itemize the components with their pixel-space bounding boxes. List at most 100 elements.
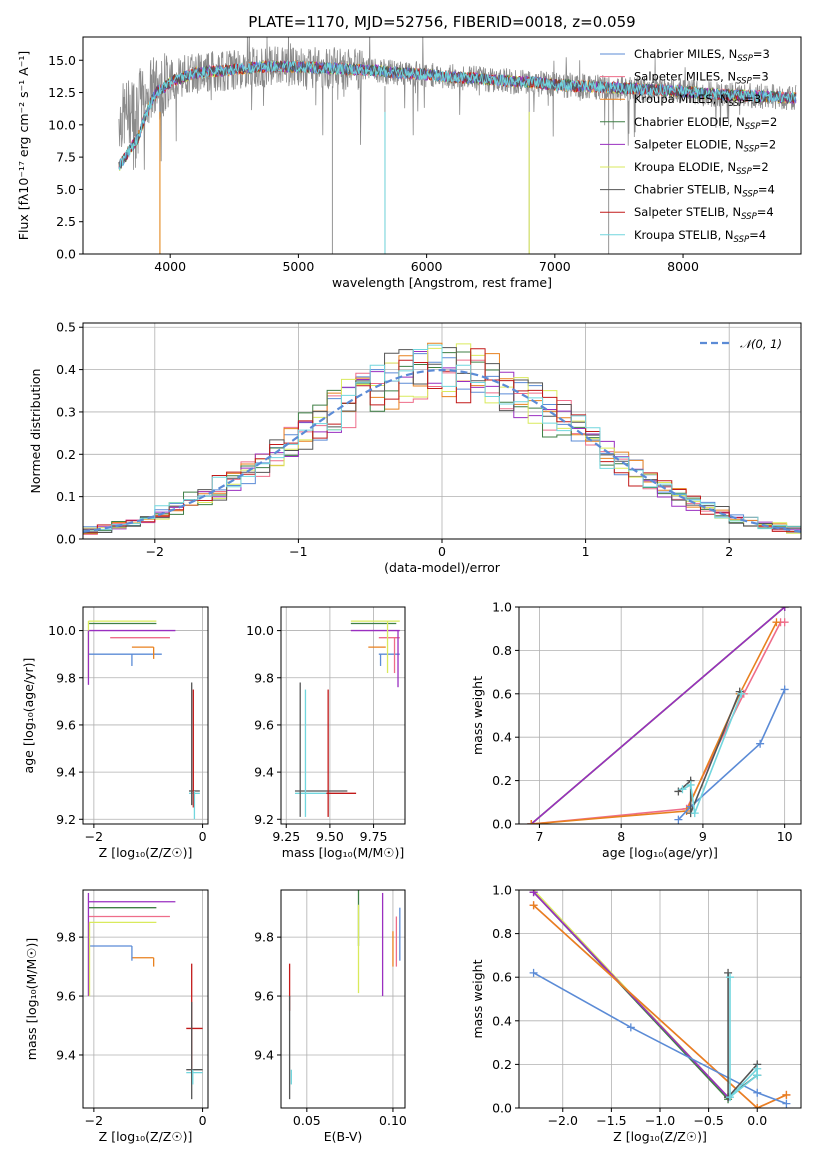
y-tick-label: 9.6 <box>254 717 274 732</box>
x-tick-label: 0.10 <box>379 1113 407 1128</box>
y-tick-label: 1.0 <box>492 883 512 898</box>
x-tick-label: −2 <box>146 544 164 559</box>
y-tick-label: 0.2 <box>492 1057 512 1072</box>
plot-area <box>529 890 791 1108</box>
legend-entry: Kroupa STELIB, NSSP=4 <box>634 228 766 245</box>
x-tick-label: 5000 <box>282 259 314 274</box>
y-tick-label: 0.2 <box>492 773 512 788</box>
y-tick-label: 0.8 <box>492 926 512 941</box>
y-tick-label: 5.0 <box>56 182 76 197</box>
weight-series-line <box>531 621 785 824</box>
plot-area <box>87 620 200 820</box>
y-tick-label: 9.8 <box>56 670 76 685</box>
y-tick-label: 10.0 <box>246 623 274 638</box>
model-spectrum-line <box>118 59 796 171</box>
normal-curve <box>83 368 801 533</box>
plot-area <box>288 890 401 1100</box>
weight-point-marker <box>678 785 687 794</box>
legend-entry: Kroupa MILES, NSSP=3 <box>634 92 761 109</box>
weight-series-line <box>533 891 729 1098</box>
x-axis-label: mass [log₁₀(M/M☉)] <box>282 845 404 860</box>
y-tick-label: 7.5 <box>56 150 76 165</box>
y-tick-label: 0.0 <box>492 817 512 832</box>
y-tick-label: 0.0 <box>492 1101 512 1116</box>
spectrum-legend: Chabrier MILES, NSSP=3 Salpeter MILES, NS… <box>600 47 777 245</box>
x-tick-label: −1.5 <box>596 1113 626 1128</box>
y-tick-label: 9.4 <box>56 1047 76 1062</box>
x-tick-label: −1.0 <box>645 1113 675 1128</box>
weight-series-line <box>682 693 743 817</box>
y-tick-label: 9.4 <box>56 765 76 780</box>
y-tick-label: 2.5 <box>56 214 76 229</box>
y-tick-label: 9.6 <box>56 717 76 732</box>
y-tick-label: 9.2 <box>56 812 76 827</box>
y-tick-label: 1.0 <box>492 600 512 615</box>
weight-point-marker <box>756 739 765 748</box>
legend-entry: Salpeter ELODIE, NSSP=2 <box>634 137 776 154</box>
y-tick-label: 9.6 <box>254 989 274 1004</box>
plot-area <box>294 620 400 817</box>
x-tick-label: 8000 <box>667 259 699 274</box>
weight-point-marker <box>780 607 789 611</box>
x-tick-label: −0.5 <box>693 1113 723 1128</box>
y-axis-label: Flux [fλ10⁻¹⁷ erg cm⁻² s⁻¹ A⁻¹] <box>16 51 31 240</box>
x-axis-label: wavelength [Angstrom, rest frame] <box>332 275 552 290</box>
plot-area <box>527 607 789 824</box>
legend-entry: Chabrier MILES, NSSP=3 <box>634 47 770 64</box>
weight-series-line <box>677 691 741 814</box>
weight-point-marker <box>674 815 683 824</box>
x-tick-label: 8 <box>617 829 625 844</box>
x-tick-label: 7000 <box>539 259 571 274</box>
weight-point-marker <box>724 968 733 977</box>
y-tick-label: 0.6 <box>492 686 512 701</box>
axes-frame <box>518 889 802 1109</box>
age-vs-metallicity-panel: −2 0 9.2 9.4 9.6 9.8 10.0 Z [log₁₀(Z/Z☉)] age [l… <box>21 606 209 860</box>
age-vs-mass-panel: 9.25 9.50 9.75 9.2 9.4 9.6 9.8 10.0 mass [log₁₀(… <box>246 606 406 860</box>
axes-frame <box>82 606 209 825</box>
x-tick-label: −2 <box>85 1113 103 1128</box>
y-axis-label: mass weight <box>470 959 485 1038</box>
weight-point-marker <box>782 1099 791 1108</box>
axes-frame <box>280 606 406 825</box>
y-tick-label: 9.8 <box>254 670 274 685</box>
y-tick-label: 0.4 <box>492 1013 512 1028</box>
weight-series-line <box>533 972 787 1105</box>
weight-point-marker <box>527 820 536 824</box>
x-axis-label: E(B-V) <box>324 1129 363 1144</box>
x-axis-label: (data-model)/error <box>384 560 501 575</box>
y-tick-label: 0.5 <box>56 320 76 335</box>
x-tick-label: 0 <box>199 1113 207 1128</box>
axes-frame <box>82 889 209 1109</box>
y-tick-label: 0.1 <box>56 489 76 504</box>
weight-series-line <box>677 689 786 821</box>
y-tick-label: 10.0 <box>48 117 76 132</box>
mass-vs-ebv-panel: 0.05 0.10 9.4 9.6 9.8 E(B-V) <box>254 889 407 1144</box>
y-tick-label: 12.5 <box>48 85 76 100</box>
weight-point-marker <box>780 618 789 627</box>
y-axis-label: mass weight <box>470 676 485 755</box>
plot-area <box>83 342 801 535</box>
x-tick-label: −2 <box>85 829 103 844</box>
y-tick-label: 9.8 <box>254 930 274 945</box>
weight-vs-age-panel: 7 8 9 10 0.0 0.2 0.4 0.6 0.8 1.0 age [log₁₀(age/yr… <box>470 600 802 860</box>
axes-frame <box>518 606 802 825</box>
axes-frame <box>82 322 802 540</box>
y-axis-label: Normed distribution <box>28 369 43 494</box>
y-tick-label: 0.6 <box>492 970 512 985</box>
y-tick-label: 0.0 <box>56 532 76 547</box>
weight-point-marker <box>772 618 781 627</box>
legend-entry: 𝒩(0, 1) <box>740 337 782 351</box>
weight-point-marker <box>737 689 746 698</box>
model-spectrum-line <box>118 59 797 169</box>
residuals-panel: −2 −1 0 1 2 0.0 0.1 0.2 0.3 0.4 0.5 (data-model)/er… <box>28 320 802 575</box>
x-tick-label: 9.25 <box>272 829 300 844</box>
plot-area <box>87 892 203 1100</box>
weight-series-line <box>530 607 786 824</box>
y-tick-label: 10.0 <box>48 623 76 638</box>
weight-series-line <box>531 621 778 824</box>
legend-entry: Chabrier STELIB, NSSP=4 <box>634 183 775 200</box>
y-tick-label: 0.8 <box>492 643 512 658</box>
y-tick-label: 0.4 <box>56 362 76 377</box>
x-tick-label: 0.05 <box>293 1113 321 1128</box>
